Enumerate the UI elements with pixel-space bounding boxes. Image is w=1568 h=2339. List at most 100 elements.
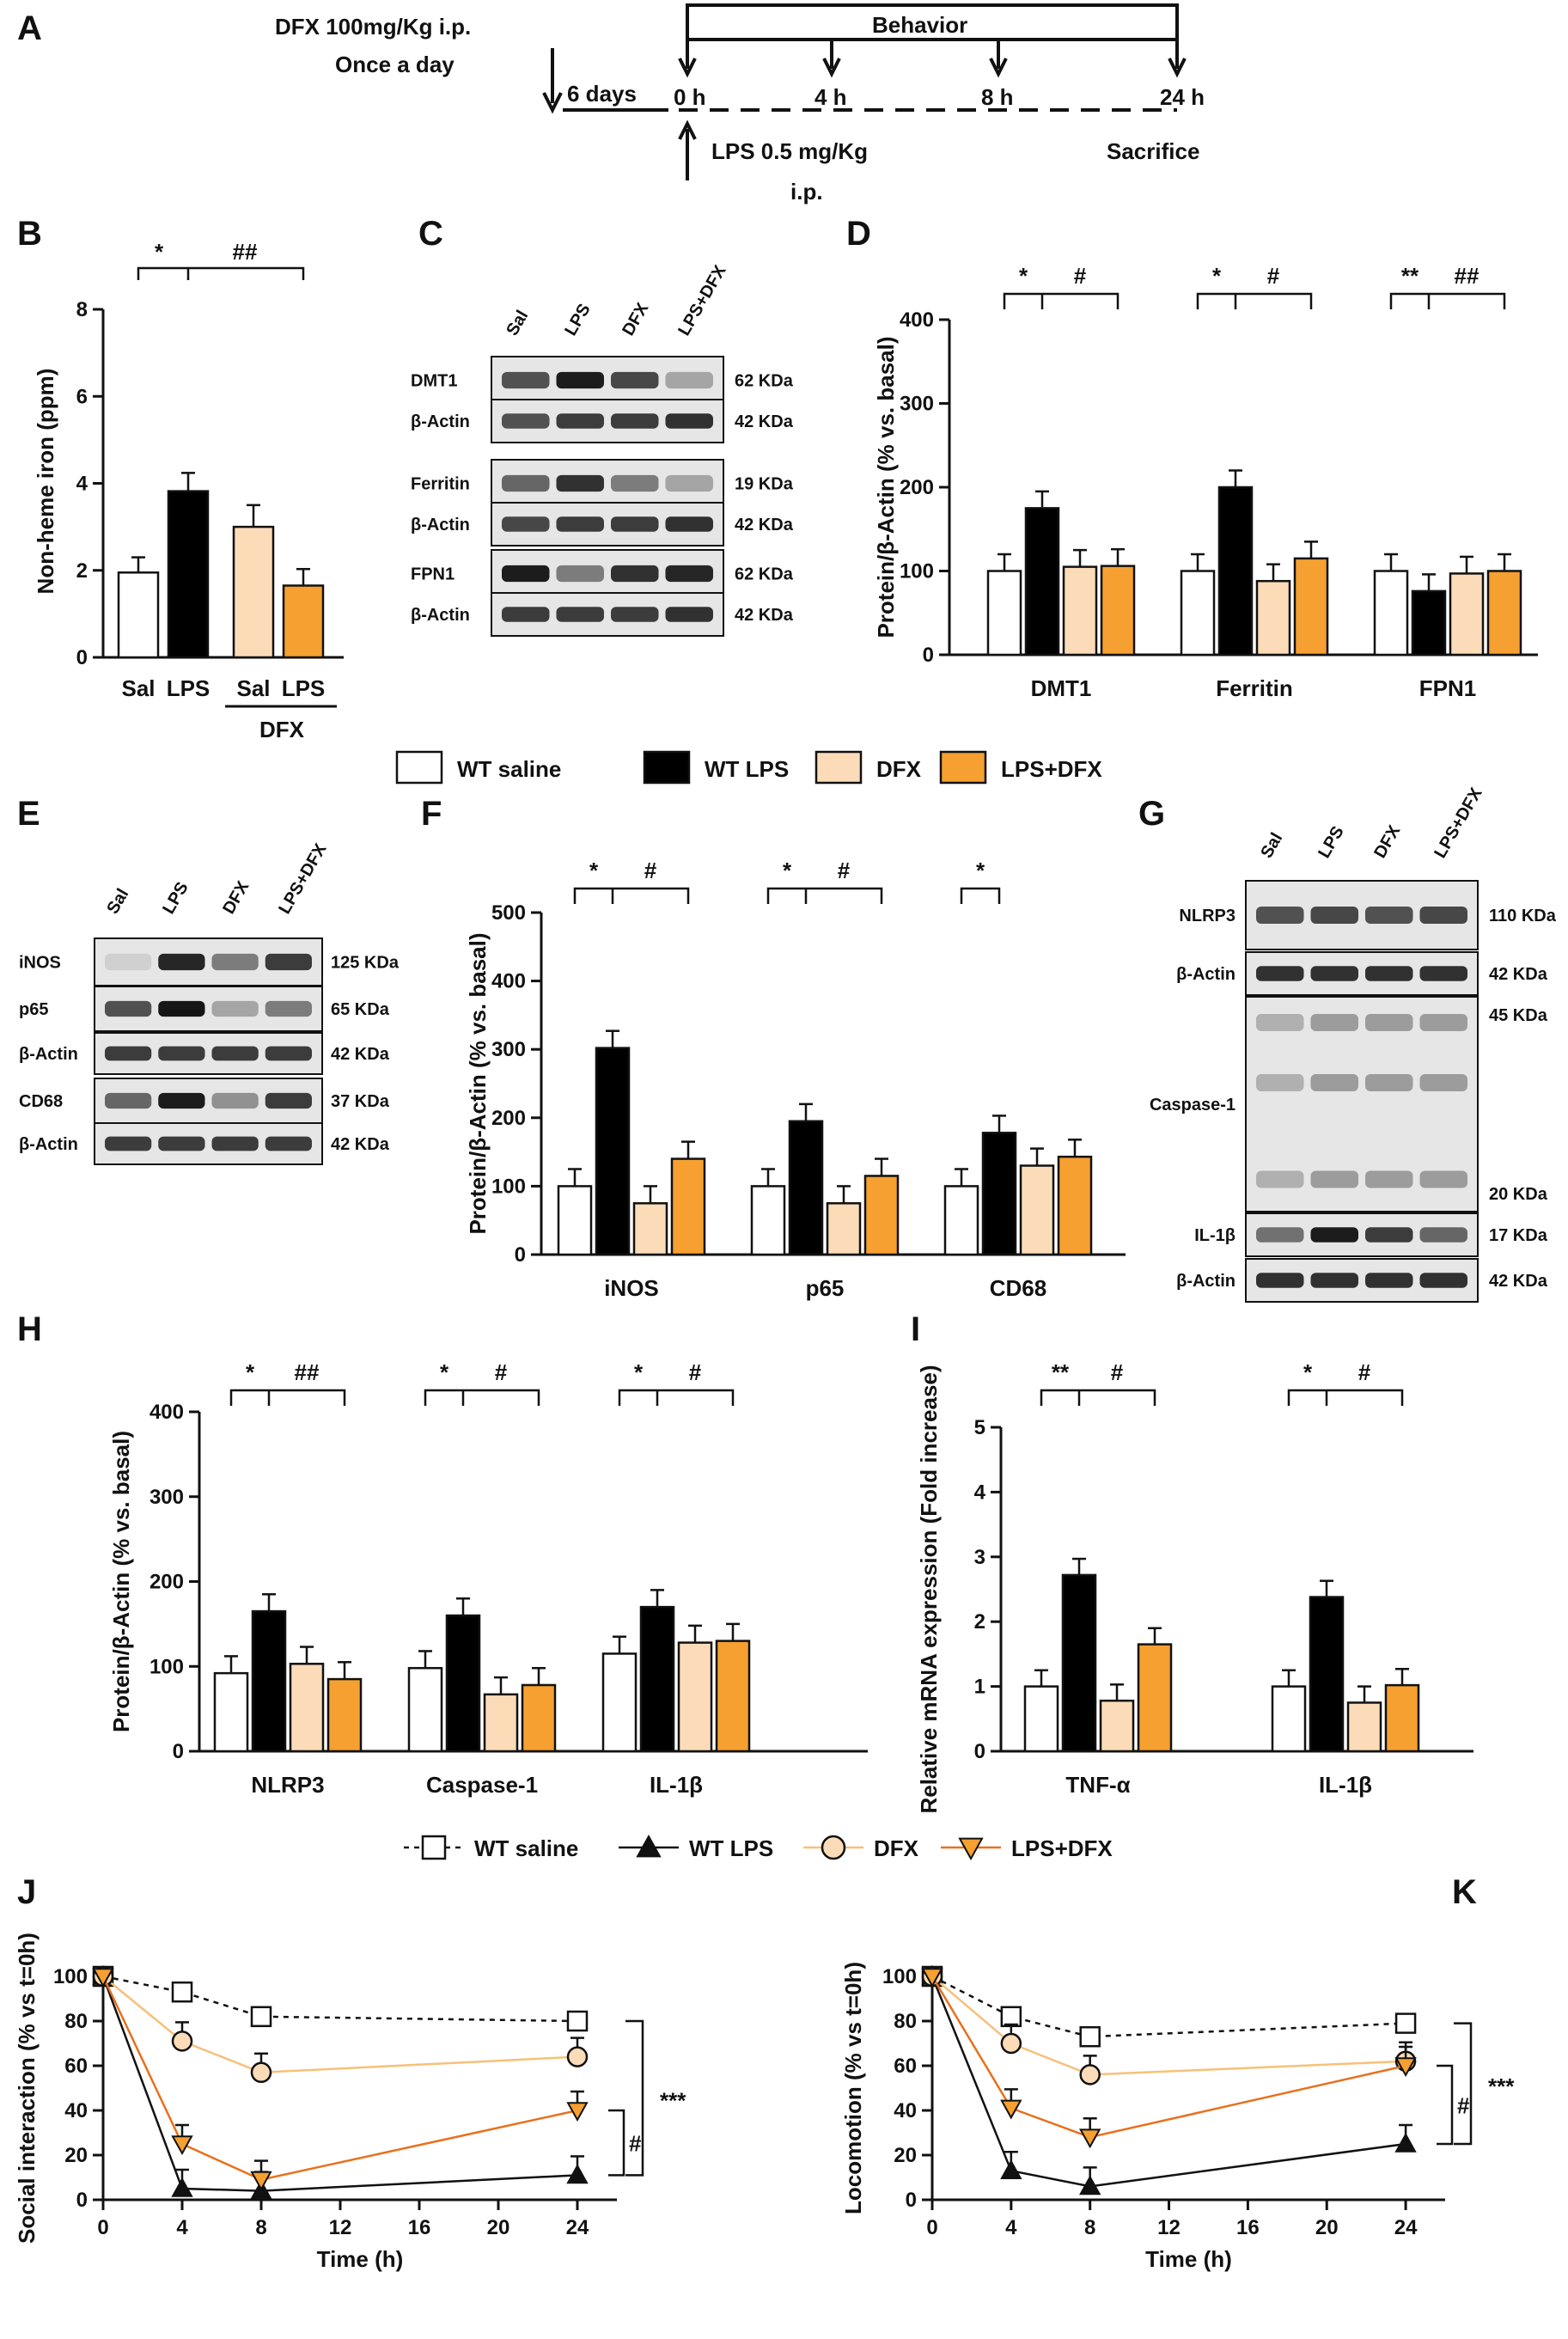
blot-band <box>105 1092 152 1109</box>
blot-band <box>1419 966 1467 981</box>
blot-strip <box>1245 996 1479 1212</box>
panel-h-y-tick-label: 300 <box>149 1486 184 1509</box>
panel-k-x-label: Time (h) <box>1145 2246 1232 2272</box>
panel-d-y-tick-label: 200 <box>900 476 934 499</box>
panel-f-y-tick-label: 300 <box>491 1038 526 1061</box>
marker-triangle <box>1078 2175 1101 2195</box>
bar <box>1217 486 1254 657</box>
blot-band <box>665 565 713 583</box>
panel-k-x-tick-label: 8 <box>1084 2216 1095 2239</box>
blot-band <box>1365 966 1413 981</box>
series-line <box>931 1975 1406 2038</box>
marker-triangle-down <box>250 2171 272 2191</box>
panel-d-y-label: Protein/β-Actin (% vs. basal) <box>873 336 899 638</box>
blot-band <box>1256 1227 1304 1243</box>
blot-kda-label: 42 KDa <box>331 1045 390 1064</box>
blot-band <box>265 1136 312 1151</box>
blot-band <box>1419 1273 1467 1288</box>
timepoint-label: 8 h <box>981 84 1014 110</box>
blot-band <box>1365 1170 1413 1188</box>
blot-band <box>211 1136 259 1151</box>
blot-lane-label: DFX <box>619 299 652 339</box>
behavior-arrow <box>822 40 841 78</box>
series-line <box>101 1976 578 2181</box>
panel-j-y-tick-label: 40 <box>64 2099 88 2122</box>
panel-letter-e: E <box>17 795 40 833</box>
blot-protein-label: CD68 <box>19 1092 63 1111</box>
blot-lane-label: LPS+DFX <box>275 840 331 917</box>
blot-lane-label: DFX <box>219 877 253 917</box>
timeline-dfx-label-2: Once a day <box>335 52 455 77</box>
panel-letter-a: A <box>17 9 42 47</box>
panel-letter-b: B <box>17 215 42 253</box>
panel-d-y-tick-label: 100 <box>900 560 934 583</box>
panel-h-y-label: Protein/β-Actin (% vs. basal) <box>108 1431 134 1732</box>
panel-letter-i: I <box>911 1310 920 1348</box>
marker-triangle <box>566 2164 589 2184</box>
blot-protein-label: NLRP3 <box>1179 907 1235 925</box>
blot-lane-label: Sal <box>503 307 532 339</box>
marker-circle <box>821 1835 846 1860</box>
significance-bracket <box>625 2019 644 2177</box>
panel-j-x-tick-label: 0 <box>97 2216 108 2239</box>
blot-band <box>665 474 713 492</box>
bar <box>521 1683 557 1753</box>
blot-band <box>1256 966 1304 981</box>
group-label: IL-1β <box>1319 1772 1372 1798</box>
blot-band <box>211 1000 259 1017</box>
panel-i-y-tick-label: 5 <box>974 1416 985 1439</box>
blot-band <box>1419 1170 1467 1188</box>
significance-hash: # <box>1074 263 1087 289</box>
significance-hash: # <box>644 858 657 883</box>
bar <box>986 570 1022 657</box>
blot-protein-label: p65 <box>19 1000 48 1019</box>
bar <box>557 1185 593 1256</box>
significance-star: ** <box>1052 1359 1070 1385</box>
bar <box>445 1614 481 1753</box>
timepoint-label: 0 h <box>674 84 706 110</box>
bar <box>1346 1701 1382 1753</box>
significance-bracket <box>1003 292 1120 309</box>
bar <box>232 525 275 659</box>
blot-band <box>502 565 550 583</box>
blot-protein-label: iNOS <box>19 954 61 973</box>
blot-lane-label: LPS <box>1315 823 1348 862</box>
panel-j-x-tick-label: 20 <box>487 2216 510 2239</box>
blot-kda-label: 42 KDa <box>1489 1272 1548 1291</box>
category-label: LPS <box>167 675 210 701</box>
marker-circle <box>566 2046 589 2067</box>
marker-square <box>1394 2012 1417 2034</box>
blot-kda-label: 45 KDa <box>1489 1006 1548 1025</box>
blot-band <box>265 1046 312 1061</box>
timepoint-label: 24 h <box>1160 84 1205 110</box>
marker-triangle-down <box>958 1837 984 1861</box>
bar <box>639 1605 675 1753</box>
panel-i-y-tick-label: 2 <box>974 1610 985 1634</box>
panel-h-y-tick-label: 400 <box>149 1401 184 1424</box>
panel-h-y-tick-label: 0 <box>173 1740 184 1763</box>
blot-band <box>158 953 205 971</box>
blot-band <box>1310 907 1358 924</box>
panel-k-x-tick-label: 20 <box>1315 2216 1339 2239</box>
bar <box>282 584 325 659</box>
panel-d-y-tick-label: 400 <box>900 308 934 332</box>
blot-band <box>1310 1273 1358 1288</box>
blot-band <box>1419 1227 1467 1243</box>
marker-square <box>171 1981 193 2003</box>
significance-hash: ## <box>295 1359 320 1385</box>
bar <box>1062 565 1098 657</box>
blot-band <box>1310 1170 1358 1188</box>
panel-letter-d: D <box>846 215 871 253</box>
lps-dose-label: LPS 0.5 mg/Kg <box>711 138 868 164</box>
panel-b-y-tick-label: 8 <box>76 298 88 321</box>
group-label: TNF-α <box>1065 1772 1130 1798</box>
marker-square <box>250 2006 272 2028</box>
series-line <box>930 1976 1406 2188</box>
blot-band <box>158 1046 205 1061</box>
blot-kda-label: 62 KDa <box>735 372 794 391</box>
legend-label: WT LPS <box>689 1835 773 1861</box>
blot-protein-label: Ferritin <box>411 475 470 494</box>
significance-bracket <box>137 266 305 280</box>
blot-kda-label: 42 KDa <box>1489 965 1548 984</box>
bar <box>167 490 210 659</box>
